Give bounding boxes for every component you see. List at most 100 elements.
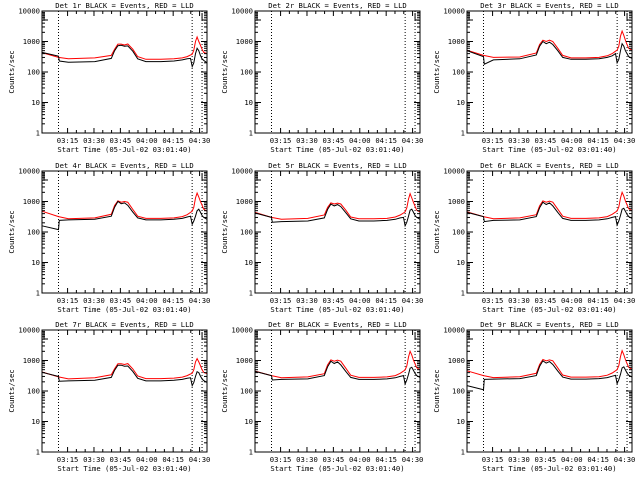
detector-panel-7: Det 7r BLACK = Events, RED = LLD 1 10 100 10… <box>7 320 210 473</box>
x-tick-label: 03:45 <box>535 455 557 464</box>
y-tick-label: 1 <box>461 129 465 138</box>
y-tick-label: 100 <box>452 68 465 77</box>
y-tick-label: 10000 <box>231 167 253 176</box>
x-tick-label: 03:45 <box>535 296 557 305</box>
y-tick-label: 100 <box>452 387 465 396</box>
y-tick-label: 10000 <box>443 167 465 176</box>
x-axis-label: Start Time (05-Jul-02 03:01:40) <box>57 145 191 154</box>
y-tick-label: 10 <box>244 417 253 426</box>
panel-title: Det 4r BLACK = Events, RED = LLD <box>55 161 193 170</box>
detector-panel-3: Det 3r BLACK = Events, RED = LLD 1 10 100 10… <box>432 1 635 154</box>
y-tick-label: 1 <box>36 129 40 138</box>
y-axis-label: Counts/sec <box>220 369 229 412</box>
detector-panel-8: Det 8r BLACK = Events, RED = LLD 1 10 100 10… <box>220 320 423 473</box>
y-tick-label: 1000 <box>448 37 465 46</box>
y-tick-label: 100 <box>27 228 40 237</box>
y-tick-label: 1 <box>36 448 40 457</box>
y-tick-label: 1 <box>461 448 465 457</box>
y-tick-label: 10000 <box>231 7 253 16</box>
x-tick-label: 04:30 <box>614 455 636 464</box>
lld-series-line <box>466 349 633 379</box>
x-tick-label: 04:00 <box>349 296 371 305</box>
events-series-line <box>466 360 633 391</box>
detector-panel-4: Det 4r BLACK = Events, RED = LLD 1 10 100 10… <box>7 161 210 314</box>
y-tick-label: 1000 <box>236 197 253 206</box>
panel-title: Det 9r BLACK = Events, RED = LLD <box>480 320 618 329</box>
x-tick-label: 04:15 <box>375 136 397 145</box>
lld-series-line <box>466 29 633 59</box>
y-tick-label: 10 <box>31 417 40 426</box>
y-tick-label: 1000 <box>23 37 40 46</box>
y-tick-label: 10000 <box>18 7 40 16</box>
x-tick-label: 03:45 <box>110 136 132 145</box>
x-tick-label: 04:30 <box>614 296 636 305</box>
x-tick-label: 03:45 <box>535 136 557 145</box>
x-tick-label: 04:00 <box>349 136 371 145</box>
panel-title: Det 3r BLACK = Events, RED = LLD <box>480 1 618 10</box>
x-tick-label: 04:30 <box>189 455 211 464</box>
x-axis-label: Start Time (05-Jul-02 03:01:40) <box>57 464 191 473</box>
y-axis-label: Counts/sec <box>432 210 441 253</box>
y-tick-label: 1 <box>461 289 465 298</box>
lld-series-line <box>41 191 208 220</box>
y-tick-label: 100 <box>240 68 253 77</box>
y-tick-label: 10 <box>31 98 40 107</box>
panel-title: Det 8r BLACK = Events, RED = LLD <box>268 320 406 329</box>
x-tick-label: 04:30 <box>402 136 424 145</box>
x-tick-label: 04:15 <box>375 455 397 464</box>
x-axis-label: Start Time (05-Jul-02 03:01:40) <box>482 145 616 154</box>
x-tick-label: 04:15 <box>587 455 609 464</box>
y-tick-label: 10000 <box>18 326 40 335</box>
x-axis-label: Start Time (05-Jul-02 03:01:40) <box>482 305 616 314</box>
y-tick-label: 1000 <box>236 356 253 365</box>
y-tick-label: 1 <box>249 129 253 138</box>
x-tick-label: 04:00 <box>136 296 158 305</box>
x-axis-label: Start Time (05-Jul-02 03:01:40) <box>270 464 404 473</box>
x-tick-label: 03:15 <box>57 136 79 145</box>
x-tick-label: 03:15 <box>482 136 504 145</box>
y-tick-label: 100 <box>27 387 40 396</box>
lld-series-line <box>466 190 633 220</box>
x-tick-label: 04:30 <box>614 136 636 145</box>
y-tick-label: 10000 <box>443 7 465 16</box>
axes-frame <box>466 170 633 294</box>
x-tick-label: 04:15 <box>162 136 184 145</box>
y-axis-label: Counts/sec <box>7 210 16 253</box>
panel-title: Det 2r BLACK = Events, RED = LLD <box>268 1 406 10</box>
detector-panel-1: Det 1r BLACK = Events, RED = LLD 1 10 100 10… <box>7 1 210 154</box>
x-tick-label: 04:00 <box>136 455 158 464</box>
y-tick-label: 1000 <box>448 356 465 365</box>
y-tick-label: 10 <box>456 258 465 267</box>
x-tick-label: 04:15 <box>587 136 609 145</box>
y-axis-label: Counts/sec <box>432 369 441 412</box>
events-series-line <box>254 203 421 228</box>
y-tick-label: 1 <box>249 289 253 298</box>
lld-series-line <box>41 357 208 380</box>
x-tick-label: 04:00 <box>349 455 371 464</box>
panel-title: Det 1r BLACK = Events, RED = LLD <box>55 1 193 10</box>
x-tick-label: 03:30 <box>508 296 530 305</box>
y-tick-label: 1000 <box>448 197 465 206</box>
detector-panel-6: Det 6r BLACK = Events, RED = LLD 1 10 100 10… <box>432 161 635 314</box>
y-tick-label: 1000 <box>23 356 40 365</box>
y-tick-label: 10000 <box>18 167 40 176</box>
x-tick-label: 03:45 <box>110 296 132 305</box>
axes-frame <box>41 10 208 134</box>
x-tick-label: 04:15 <box>162 296 184 305</box>
y-tick-label: 100 <box>452 228 465 237</box>
axes-frame <box>254 170 421 294</box>
x-tick-label: 03:15 <box>482 455 504 464</box>
lld-series-line <box>254 192 421 220</box>
x-tick-label: 04:15 <box>375 296 397 305</box>
x-tick-label: 03:15 <box>270 455 292 464</box>
y-tick-label: 10000 <box>231 326 253 335</box>
x-tick-label: 03:30 <box>296 296 318 305</box>
axes-frame <box>466 329 633 453</box>
x-tick-label: 04:30 <box>189 136 211 145</box>
x-tick-label: 03:45 <box>323 136 345 145</box>
y-axis-label: Counts/sec <box>432 50 441 93</box>
y-tick-label: 10 <box>456 417 465 426</box>
x-tick-label: 03:30 <box>83 296 105 305</box>
x-tick-label: 04:30 <box>402 455 424 464</box>
